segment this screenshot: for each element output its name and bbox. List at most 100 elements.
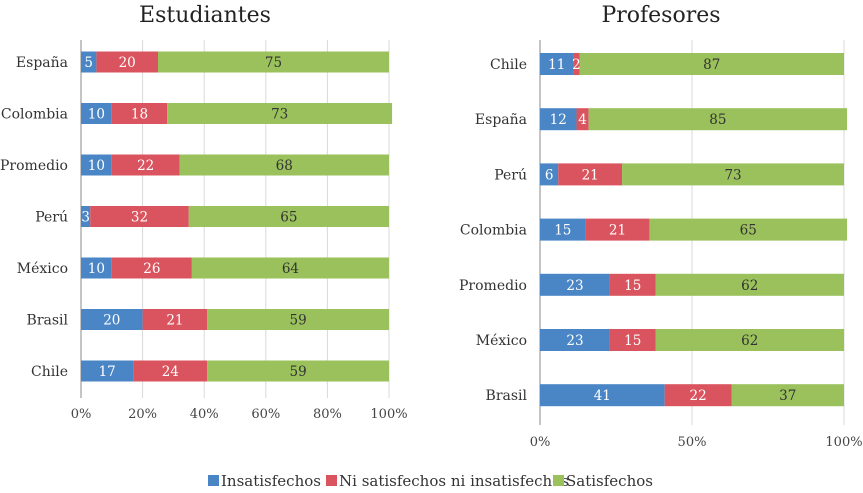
legend-label: Satisfechos xyxy=(566,472,653,490)
data-label: 37 xyxy=(779,388,796,404)
bar-segment xyxy=(655,273,844,296)
bar-segment xyxy=(81,51,97,73)
data-label: 20 xyxy=(103,313,120,329)
bar-segment xyxy=(207,309,389,330)
bar-segment xyxy=(133,360,208,382)
data-label: 62 xyxy=(741,333,758,349)
legend-label: Insatisfechos xyxy=(221,472,321,490)
x-tick-label: 20% xyxy=(128,407,157,422)
bar-segment xyxy=(655,329,844,351)
data-label: 21 xyxy=(582,167,599,183)
category-label: Chile xyxy=(31,364,68,380)
bar-segment xyxy=(111,103,168,124)
data-label: 2 xyxy=(572,57,581,73)
bar-segment xyxy=(188,206,389,227)
data-label: 32 xyxy=(131,210,148,226)
x-tick-label: 40% xyxy=(190,407,219,422)
data-label: 22 xyxy=(137,158,154,174)
category-label: Perú xyxy=(494,167,527,183)
data-label: 15 xyxy=(624,333,641,349)
data-label: 26 xyxy=(143,261,160,277)
x-tick-label: 0% xyxy=(530,435,551,450)
data-label: 4 xyxy=(578,112,587,128)
x-tick-label: 0% xyxy=(71,407,92,422)
bar-segment xyxy=(540,108,577,131)
bar-segment xyxy=(111,154,180,176)
data-label: 65 xyxy=(740,223,757,239)
bar-segment xyxy=(207,360,389,382)
legend-label: Ni satisfechos ni insatisfechos xyxy=(339,472,569,490)
legend-swatch xyxy=(208,475,219,486)
legend-swatch xyxy=(553,475,564,486)
data-label: 85 xyxy=(709,112,726,128)
legend: Insatisfechos Ni satisfechos ni insatisfe… xyxy=(208,472,653,490)
data-label: 64 xyxy=(282,261,299,277)
bar-segment xyxy=(81,206,91,227)
x-tick-label: 60% xyxy=(251,407,280,422)
data-label: 41 xyxy=(594,388,611,404)
bar-segment xyxy=(649,218,848,241)
bar-segment xyxy=(142,309,208,330)
bar-segment xyxy=(179,154,389,176)
x-tick-label: 80% xyxy=(313,407,342,422)
students-chart: Estudiantes 0% 20% 40% 60% 80% 100% España 5 20 75… xyxy=(0,3,408,422)
data-label: 75 xyxy=(265,55,282,71)
bar-segment xyxy=(81,154,112,176)
data-label: 12 xyxy=(550,112,567,128)
data-label: 18 xyxy=(131,107,148,123)
data-label: 15 xyxy=(624,278,641,294)
bar-segment xyxy=(540,53,574,75)
category-label: Brasil xyxy=(27,313,69,329)
x-tick-label: 50% xyxy=(678,435,707,450)
bar-segment xyxy=(731,384,844,407)
data-label: 10 xyxy=(88,158,105,174)
chart-title: Profesores xyxy=(601,3,720,28)
legend-swatch xyxy=(326,475,337,486)
bar-segment xyxy=(81,257,112,279)
x-tick-label: 100% xyxy=(825,435,862,450)
chart-title: Estudiantes xyxy=(139,3,271,28)
bar-segment xyxy=(111,257,192,279)
data-label: 62 xyxy=(741,278,758,294)
bar-segment xyxy=(540,329,610,351)
data-label: 6 xyxy=(545,167,554,183)
bar-segment xyxy=(664,384,732,407)
category-label: España xyxy=(16,55,68,71)
data-label: 21 xyxy=(166,313,183,329)
bar-segment xyxy=(90,206,189,227)
bar-segment xyxy=(167,103,393,124)
data-label: 23 xyxy=(566,278,583,294)
bar-segment xyxy=(540,218,586,241)
category-label: Colombia xyxy=(1,107,68,123)
x-tick-label: 100% xyxy=(370,407,407,422)
bar-segment xyxy=(558,163,623,186)
data-label: 87 xyxy=(703,57,720,73)
bar-segment xyxy=(81,309,143,330)
category-label: Promedio xyxy=(0,158,68,174)
data-label: 65 xyxy=(280,210,297,226)
data-label: 73 xyxy=(724,167,741,183)
teachers-chart: Profesores 0% 50% 100% Chile 11 2 87 España 12 4 85… xyxy=(459,3,863,450)
category-label: Perú xyxy=(35,210,68,226)
data-label: 22 xyxy=(689,388,706,404)
data-label: 5 xyxy=(84,55,93,71)
category-label: Colombia xyxy=(460,223,527,239)
data-label: 3 xyxy=(81,210,90,226)
data-label: 59 xyxy=(290,313,307,329)
data-label: 59 xyxy=(290,364,307,380)
bar-segment xyxy=(81,360,134,382)
data-label: 68 xyxy=(276,158,293,174)
bar-segment xyxy=(540,163,559,186)
bar-segment xyxy=(609,273,656,296)
bar-segment xyxy=(191,257,389,279)
bar-segment xyxy=(573,53,580,75)
bar-segment xyxy=(81,103,112,124)
bar-segment xyxy=(158,51,389,73)
data-label: 10 xyxy=(88,107,105,123)
category-label: México xyxy=(17,261,68,277)
bar-segment xyxy=(540,273,610,296)
data-label: 73 xyxy=(271,107,288,123)
bar-segment xyxy=(579,53,844,75)
bar-segment xyxy=(576,108,589,131)
bar-segment xyxy=(96,51,158,73)
